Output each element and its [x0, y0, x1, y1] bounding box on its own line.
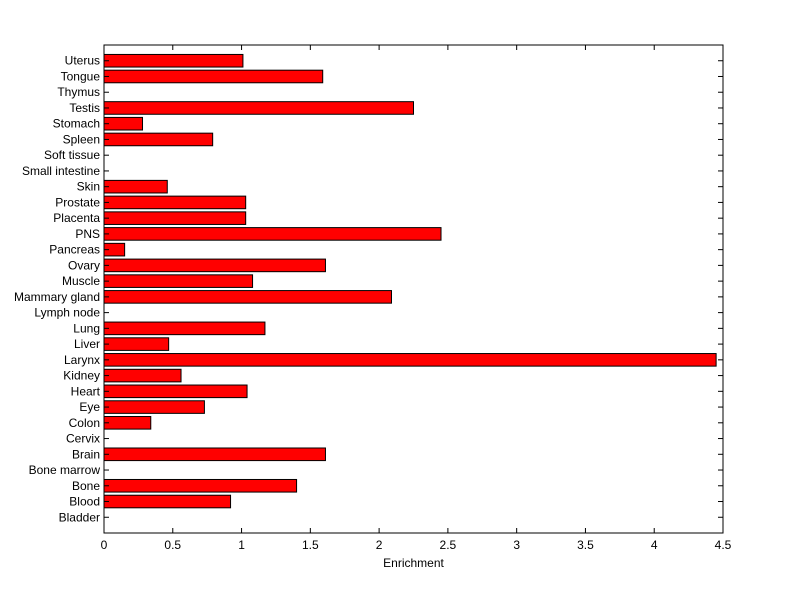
y-tick-label-tongue: Tongue — [61, 69, 101, 83]
y-tick-label-mammary-gland: Mammary gland — [14, 290, 100, 304]
y-tick-label-heart: Heart — [71, 384, 101, 398]
ticks-group — [103, 45, 724, 533]
bar-testis — [103, 101, 414, 115]
y-tick-label-placenta: Placenta — [53, 211, 100, 225]
bar-uterus — [103, 53, 244, 68]
x-tick-label-4: 2 — [376, 538, 383, 552]
bar-placenta — [103, 211, 247, 225]
bar-mammary-gland — [103, 290, 392, 304]
x-tick-label-9: 4.5 — [715, 538, 732, 552]
x-tick-label-5: 2.5 — [440, 538, 457, 552]
y-tick-label-pancreas: Pancreas — [49, 243, 100, 257]
bar-blood — [103, 494, 232, 509]
y-tick-label-lung: Lung — [73, 321, 100, 335]
x-tick-label-0: 0 — [101, 538, 108, 552]
y-tick-label-ovary: Ovary — [68, 258, 100, 272]
y-tick-label-lymph-node: Lymph node — [34, 306, 100, 320]
x-axis-label: Enrichment — [383, 556, 444, 570]
bar-muscle — [103, 274, 254, 288]
bar-kidney — [103, 368, 182, 383]
y-tick-label-eye: Eye — [79, 400, 100, 414]
y-tick-label-soft-tissue: Soft tissue — [44, 148, 100, 162]
y-tick-label-thymus: Thymus — [57, 85, 100, 99]
bar-pns — [103, 227, 442, 241]
x-tick-labels: 0 0.5 1 1.5 2 2.5 3 3.5 4 4.5 — [101, 538, 732, 552]
bar-prostate — [103, 195, 247, 210]
bar-eye — [103, 400, 205, 414]
y-tick-label-skin: Skin — [77, 180, 100, 194]
y-tick-label-prostate: Prostate — [55, 195, 100, 209]
y-tick-label-liver: Liver — [74, 337, 100, 351]
y-tick-label-blood: Blood — [69, 495, 100, 509]
bar-colon — [103, 416, 152, 430]
x-tick-label-7: 3.5 — [577, 538, 594, 552]
y-tick-label-kidney: Kidney — [63, 369, 100, 383]
bar-liver — [103, 337, 170, 351]
bar-brain — [103, 447, 326, 462]
y-tick-label-testis: Testis — [69, 101, 100, 115]
y-tick-label-bone: Bone — [72, 479, 100, 493]
y-tick-label-colon: Colon — [69, 416, 100, 430]
x-tick-label-8: 4 — [651, 538, 658, 552]
y-tick-label-pns: PNS — [75, 227, 100, 241]
x-tick-label-3: 1.5 — [302, 538, 319, 552]
x-tick-label-2: 1 — [238, 538, 245, 552]
y-tick-label-larynx: Larynx — [64, 353, 100, 367]
y-tick-label-small-intestine: Small intestine — [22, 164, 100, 178]
bar-bone — [103, 478, 298, 493]
x-tick-label-1: 0.5 — [164, 538, 181, 552]
y-tick-label-stomach: Stomach — [53, 117, 100, 131]
x-tick-label-6: 3 — [513, 538, 520, 552]
bar-ovary — [103, 258, 326, 273]
bar-skin — [103, 179, 168, 194]
bar-heart — [103, 384, 248, 399]
y-tick-label-bladder: Bladder — [59, 510, 100, 524]
y-tick-label-cervix: Cervix — [66, 432, 100, 446]
bar-stomach — [103, 116, 144, 131]
y-tick-label-bone-marrow: Bone marrow — [29, 463, 101, 477]
y-tick-label-spleen: Spleen — [63, 132, 100, 146]
y-tick-label-muscle: Muscle — [62, 274, 100, 288]
y-tick-label-uterus: Uterus — [65, 54, 100, 68]
bar-larynx — [103, 353, 717, 367]
y-tick-label-brain: Brain — [72, 447, 100, 461]
bar-lung — [103, 321, 266, 336]
axes-box — [103, 44, 724, 534]
bar-tongue — [103, 69, 324, 84]
bar-spleen — [103, 132, 214, 147]
